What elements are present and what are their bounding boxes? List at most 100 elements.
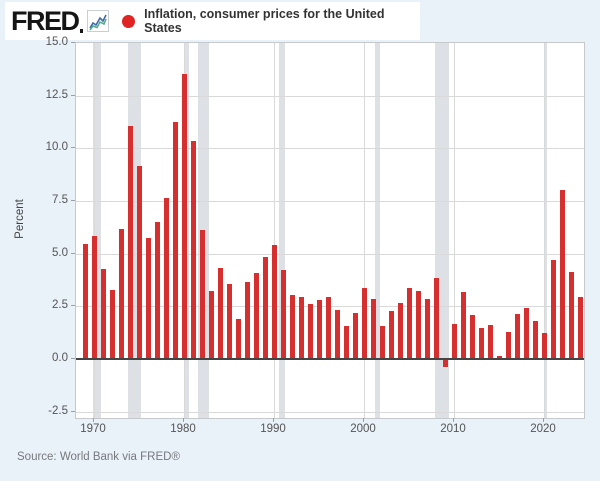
bar-1969[interactable] xyxy=(82,243,88,359)
bar-1980[interactable] xyxy=(181,73,187,359)
bar-2016[interactable] xyxy=(505,332,511,359)
bar-2012[interactable] xyxy=(469,315,475,359)
y-tick-mark xyxy=(71,147,75,149)
bar-2022[interactable] xyxy=(559,190,565,359)
bar-2000[interactable] xyxy=(361,287,367,359)
bar-1999[interactable] xyxy=(352,312,358,359)
bar-1970[interactable] xyxy=(91,235,97,359)
plot-area[interactable] xyxy=(75,42,585,419)
bar-1983[interactable] xyxy=(208,291,214,359)
x-tick-mark xyxy=(93,418,94,422)
y-tick-label: 10.0 xyxy=(45,141,68,154)
bar-2018[interactable] xyxy=(523,307,529,359)
x-tick-label: 1970 xyxy=(80,423,106,435)
bar-2002[interactable] xyxy=(379,325,385,359)
y-tick-mark xyxy=(71,42,75,43)
bar-2007[interactable] xyxy=(424,298,430,359)
x-tick-mark xyxy=(183,418,184,422)
bar-1995[interactable] xyxy=(316,299,322,359)
recession-band xyxy=(435,43,449,418)
h-gridline xyxy=(76,201,584,202)
bar-1993[interactable] xyxy=(298,296,304,359)
bar-2023[interactable] xyxy=(568,272,574,359)
bar-2010[interactable] xyxy=(451,324,457,359)
bar-2001[interactable] xyxy=(370,299,376,359)
bar-2019[interactable] xyxy=(532,320,538,359)
bar-1989[interactable] xyxy=(262,257,268,359)
bar-2015[interactable] xyxy=(496,356,502,359)
recession-band xyxy=(93,43,102,418)
bar-2013[interactable] xyxy=(478,328,484,359)
bar-1982[interactable] xyxy=(199,229,205,359)
bar-1971[interactable] xyxy=(100,268,106,359)
bar-1985[interactable] xyxy=(226,284,232,359)
bar-1998[interactable] xyxy=(343,326,349,359)
bar-1990[interactable] xyxy=(271,245,277,359)
x-tick-label: 1990 xyxy=(260,423,286,435)
bar-2024[interactable] xyxy=(577,296,583,359)
v-gridline xyxy=(454,43,455,418)
h-gridline xyxy=(76,411,584,413)
bar-1978[interactable] xyxy=(163,198,169,359)
bar-1988[interactable] xyxy=(253,273,259,359)
source-text: Source: World Bank via FRED® xyxy=(17,451,180,463)
y-tick-mark xyxy=(71,358,75,359)
bar-2008[interactable] xyxy=(433,278,439,359)
bar-2011[interactable] xyxy=(460,292,466,359)
bar-1973[interactable] xyxy=(118,228,124,359)
bar-2020[interactable] xyxy=(541,333,547,359)
bar-1975[interactable] xyxy=(136,166,142,359)
bar-1991[interactable] xyxy=(280,269,286,359)
bar-1974[interactable] xyxy=(127,126,133,359)
bar-1996[interactable] xyxy=(325,297,331,359)
v-gridline xyxy=(544,43,545,418)
x-tick-label: 1980 xyxy=(170,423,196,435)
v-gridline xyxy=(364,43,365,418)
chart-title: Inflation, consumer prices for the Unite… xyxy=(144,7,385,35)
bar-1977[interactable] xyxy=(154,222,160,359)
y-tick-mark xyxy=(71,94,75,96)
bar-1994[interactable] xyxy=(307,304,313,359)
x-tick-label: 2010 xyxy=(440,423,466,435)
fred-sparkline-icon xyxy=(87,10,110,32)
bar-2021[interactable] xyxy=(550,259,556,359)
recession-band xyxy=(544,43,548,418)
y-tick-label: 2.5 xyxy=(52,299,68,312)
bar-1972[interactable] xyxy=(109,290,115,359)
x-tick-mark xyxy=(273,418,274,422)
bar-2004[interactable] xyxy=(397,302,403,359)
y-tick-label: 7.5 xyxy=(52,194,68,206)
series-legend-dot xyxy=(122,14,136,28)
bar-1986[interactable] xyxy=(235,318,241,359)
y-tick-label: -2.5 xyxy=(48,404,68,417)
bar-1997[interactable] xyxy=(334,309,340,359)
x-tick-label: 2020 xyxy=(530,423,556,435)
bar-2006[interactable] xyxy=(415,290,421,359)
y-axis-label: Percent xyxy=(14,199,26,239)
h-gridline xyxy=(76,253,584,255)
recession-band xyxy=(278,43,285,418)
y-tick-label: 0.0 xyxy=(52,352,68,364)
bar-1984[interactable] xyxy=(217,268,223,359)
h-gridline xyxy=(76,148,584,150)
bar-2014[interactable] xyxy=(487,324,493,359)
y-tick-mark xyxy=(71,200,75,201)
bar-1987[interactable] xyxy=(244,281,250,359)
bar-1979[interactable] xyxy=(172,122,178,359)
bar-2005[interactable] xyxy=(406,287,412,359)
zero-line xyxy=(76,358,584,360)
bar-1981[interactable] xyxy=(190,141,196,359)
bar-1976[interactable] xyxy=(145,238,151,359)
bar-2009[interactable] xyxy=(442,359,448,367)
bar-2017[interactable] xyxy=(514,314,520,359)
x-tick-mark xyxy=(363,418,364,422)
y-tick-mark xyxy=(71,252,75,254)
bar-2003[interactable] xyxy=(388,311,394,359)
x-tick-label: 2000 xyxy=(350,423,376,435)
fred-logo[interactable]: FRED xyxy=(11,5,80,36)
bar-1992[interactable] xyxy=(289,295,295,359)
chart-header: FRED Inflation, consumer prices for the … xyxy=(5,2,420,40)
x-tick-mark xyxy=(543,418,544,422)
y-tick-label: 15.0 xyxy=(45,36,68,48)
